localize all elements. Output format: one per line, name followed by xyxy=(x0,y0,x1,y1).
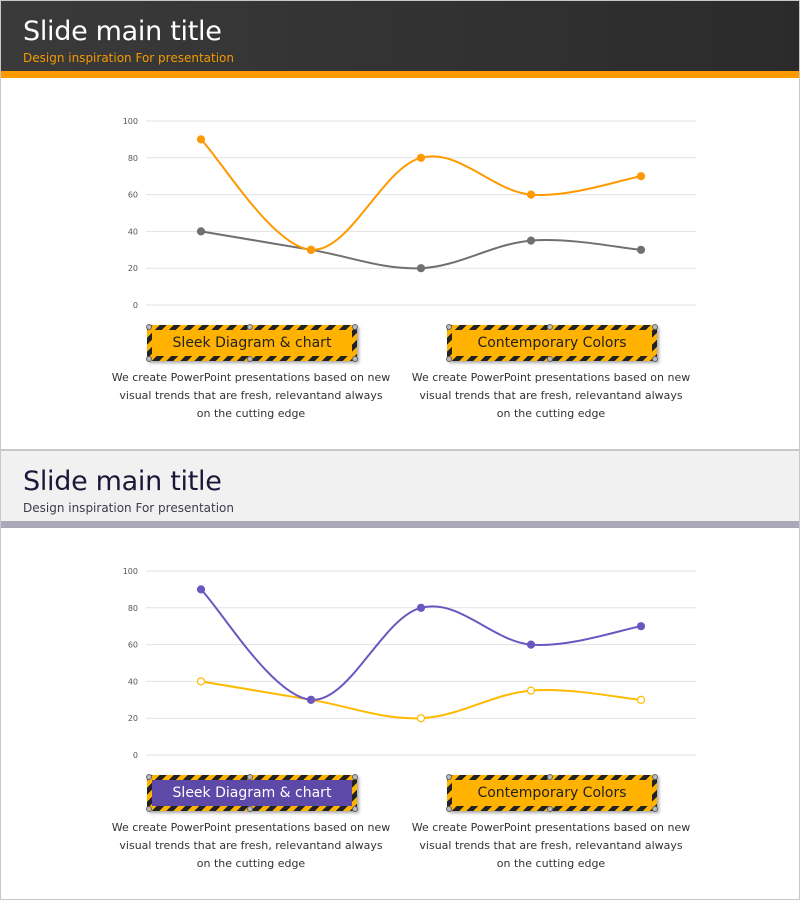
bolt-icon xyxy=(446,806,452,812)
bolt-icon xyxy=(352,356,358,362)
series-line xyxy=(200,588,642,701)
y-tick-label: 60 xyxy=(128,191,138,200)
series-line xyxy=(200,230,642,270)
bolt-icon xyxy=(652,356,658,362)
data-point xyxy=(416,603,426,612)
bolt-icon xyxy=(547,806,553,812)
bolt-icon xyxy=(146,806,152,812)
bolt-icon xyxy=(652,324,658,330)
data-point xyxy=(636,245,646,254)
y-tick-label: 20 xyxy=(128,714,138,723)
data-point xyxy=(196,677,206,686)
data-point xyxy=(196,227,206,236)
data-point xyxy=(526,236,536,245)
bolt-icon xyxy=(352,774,358,780)
bolt-icon xyxy=(247,774,253,780)
data-point xyxy=(196,585,206,594)
bolt-icon xyxy=(446,774,452,780)
bolt-icon xyxy=(446,356,452,362)
data-point xyxy=(416,153,426,162)
y-tick-label: 0 xyxy=(133,301,138,310)
bolt-icon xyxy=(652,806,658,812)
feature-description: We create PowerPoint presentations based… xyxy=(111,371,391,420)
series-line xyxy=(200,680,642,720)
bolt-icon xyxy=(446,324,452,330)
y-tick-label: 80 xyxy=(128,154,138,163)
data-point xyxy=(306,695,316,704)
bolt-icon xyxy=(352,806,358,812)
slide-header: Slide main title Design inspiration For … xyxy=(1,1,799,71)
data-point xyxy=(526,686,536,695)
feature-banner: Contemporary Colors xyxy=(446,324,658,362)
slide-header: Slide main title Design inspiration For … xyxy=(1,451,799,521)
data-point xyxy=(416,714,426,723)
feature-banner: Sleek Diagram & chart xyxy=(146,324,358,362)
y-tick-label: 100 xyxy=(123,567,138,576)
bolt-icon xyxy=(247,324,253,330)
bolt-icon xyxy=(547,356,553,362)
slide-subtitle: Design inspiration For presentation xyxy=(23,501,234,515)
bolt-icon xyxy=(547,324,553,330)
data-point xyxy=(196,135,206,144)
data-point xyxy=(636,695,646,704)
bolt-icon xyxy=(146,356,152,362)
feature-label: Contemporary Colors xyxy=(452,330,652,356)
y-tick-label: 80 xyxy=(128,604,138,613)
y-tick-label: 20 xyxy=(128,264,138,273)
slide-2: Slide main title Design inspiration For … xyxy=(0,450,800,900)
data-point xyxy=(416,264,426,273)
feature-description: We create PowerPoint presentations based… xyxy=(411,371,691,420)
bolt-icon xyxy=(652,774,658,780)
feature-label: Contemporary Colors xyxy=(452,780,652,806)
y-tick-label: 40 xyxy=(128,227,138,236)
data-point xyxy=(306,245,316,254)
bolt-icon xyxy=(352,324,358,330)
bolt-icon xyxy=(247,806,253,812)
line-chart: 0 20 40 60 80 100 xyxy=(123,117,696,310)
y-tick-label: 60 xyxy=(128,641,138,650)
y-tick-label: 0 xyxy=(133,751,138,760)
slide-title: Slide main title xyxy=(23,16,222,47)
y-tick-label: 100 xyxy=(123,117,138,126)
feature-banner: Contemporary Colors xyxy=(446,774,658,812)
bolt-icon xyxy=(146,324,152,330)
feature-label: Sleek Diagram & chart xyxy=(152,330,352,356)
data-point xyxy=(636,172,646,181)
line-chart: 0 20 40 60 80 100 xyxy=(123,567,696,760)
y-tick-label: 40 xyxy=(128,677,138,686)
slide-1: Slide main title Design inspiration For … xyxy=(0,0,800,450)
slide-subtitle: Design inspiration For presentation xyxy=(23,51,234,65)
series-line xyxy=(200,138,642,251)
data-point xyxy=(526,640,536,649)
feature-banner: Sleek Diagram & chart xyxy=(146,774,358,812)
header-accent-bar xyxy=(1,71,799,78)
bolt-icon xyxy=(146,774,152,780)
bolt-icon xyxy=(547,774,553,780)
feature-description: We create PowerPoint presentations based… xyxy=(111,821,391,870)
bolt-icon xyxy=(247,356,253,362)
header-accent-bar xyxy=(1,521,799,528)
data-point xyxy=(526,190,536,199)
data-point xyxy=(636,622,646,631)
slide-title: Slide main title xyxy=(23,466,222,497)
feature-label: Sleek Diagram & chart xyxy=(152,780,352,806)
feature-description: We create PowerPoint presentations based… xyxy=(411,821,691,870)
